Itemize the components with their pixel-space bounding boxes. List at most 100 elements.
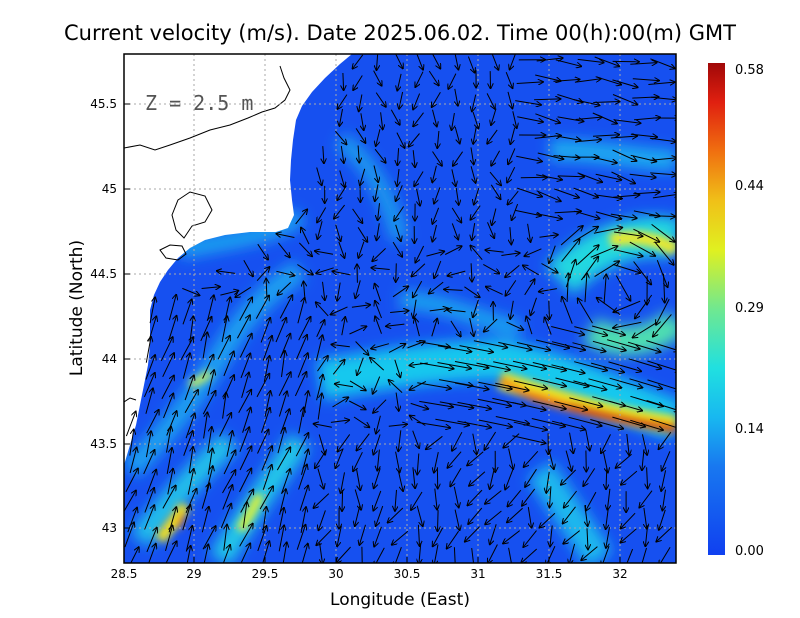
velocity-arrow <box>360 168 366 185</box>
velocity-arrow <box>257 430 269 454</box>
velocity-arrow <box>282 542 286 563</box>
velocity-arrow <box>629 378 663 389</box>
velocity-arrow <box>301 228 310 245</box>
x-tick-label: 29.5 <box>252 567 279 581</box>
velocity-arrow <box>201 507 209 533</box>
velocity-arrow <box>507 507 523 522</box>
plot-frame <box>123 53 677 564</box>
velocity-arrow <box>469 317 474 336</box>
velocity-arrow <box>315 450 327 468</box>
velocity-arrow <box>418 524 419 546</box>
velocity-arrow <box>395 224 401 241</box>
velocity-arrow <box>536 58 563 61</box>
velocity-arrow <box>353 451 363 471</box>
velocity-arrow <box>629 241 655 256</box>
velocity-arrow <box>455 88 458 106</box>
velocity-arrow <box>573 187 598 197</box>
velocity-arrow <box>474 188 480 204</box>
velocity-arrow <box>129 430 134 456</box>
velocity-arrow <box>635 294 653 318</box>
river-outline <box>124 397 137 403</box>
velocity-arrow <box>217 336 230 360</box>
velocity-arrow <box>503 433 520 448</box>
velocity-arrow <box>417 382 451 389</box>
velocity-arrow <box>621 512 636 528</box>
velocity-arrow <box>336 546 351 563</box>
velocity-arrow <box>296 525 305 550</box>
velocity-arrow <box>182 287 199 295</box>
velocity-arrow <box>512 111 517 128</box>
velocity-arrow <box>531 418 565 427</box>
velocity-field <box>124 54 676 563</box>
velocity-arrow <box>454 361 488 368</box>
velocity-arrow <box>630 395 663 406</box>
x-tick-label: 30.5 <box>394 567 421 581</box>
velocity-arrow <box>396 392 399 411</box>
velocity-arrow <box>447 310 466 312</box>
velocity-arrow <box>373 70 382 86</box>
velocity-arrow <box>317 207 327 223</box>
velocity-arrow <box>523 530 537 547</box>
velocity-arrow <box>359 94 362 112</box>
velocity-arrow <box>160 337 172 362</box>
x-tick-label: 29 <box>186 567 201 581</box>
velocity-arrow <box>630 419 663 430</box>
velocity-arrow <box>531 297 537 315</box>
velocity-arrow <box>484 318 498 332</box>
velocity-arrow <box>388 507 404 523</box>
y-tick-label: 45.5 <box>90 97 117 111</box>
velocity-arrow <box>501 253 519 256</box>
velocity-arrow <box>296 335 307 360</box>
velocity-arrow <box>315 251 334 254</box>
velocity-arrow <box>524 279 535 296</box>
velocity-arrow <box>413 93 421 110</box>
velocity-arrow <box>659 509 666 530</box>
velocity-arrow <box>495 382 528 390</box>
velocity-arrow <box>187 469 194 495</box>
velocity-arrow <box>317 356 328 372</box>
velocity-arrow <box>276 270 294 275</box>
velocity-arrow <box>572 342 606 352</box>
velocity-arrow <box>299 486 308 511</box>
velocity-arrow <box>333 271 351 276</box>
velocity-arrow <box>473 299 479 318</box>
velocity-arrow <box>444 289 463 290</box>
velocity-arrow <box>581 546 598 561</box>
velocity-arrow <box>625 548 634 563</box>
velocity-arrow <box>546 472 549 493</box>
velocity-arrow <box>374 547 385 563</box>
velocity-arrow <box>551 364 585 373</box>
velocity-arrow <box>203 413 208 439</box>
velocity-arrow <box>616 453 632 468</box>
velocity-arrow <box>607 488 610 510</box>
velocity-arrow <box>144 505 155 530</box>
velocity-arrow <box>429 281 444 293</box>
velocity-arrow <box>524 450 539 467</box>
velocity-arrow <box>551 341 585 350</box>
velocity-arrow <box>434 187 441 203</box>
velocity-arrow <box>202 332 207 359</box>
velocity-arrow <box>433 527 444 547</box>
velocity-arrow <box>374 526 382 547</box>
velocity-arrow <box>485 250 504 252</box>
velocity-arrow <box>343 72 344 90</box>
velocity-arrow <box>569 397 602 407</box>
x-tick-label: 31 <box>470 567 485 581</box>
y-tick-label: 43 <box>102 521 117 535</box>
velocity-arrow <box>220 504 231 529</box>
velocity-arrow <box>240 543 250 563</box>
velocity-arrow <box>371 343 390 349</box>
velocity-arrow <box>165 526 173 552</box>
velocity-arrow <box>549 300 550 319</box>
velocity-arrow <box>377 449 379 471</box>
velocity-arrow <box>410 380 427 390</box>
velocity-arrow <box>487 222 495 238</box>
velocity-arrow <box>392 286 408 298</box>
colorbar-tick-label: 0.58 <box>735 63 764 78</box>
velocity-arrow <box>585 505 588 526</box>
velocity-arrow <box>515 100 541 105</box>
velocity-arrow <box>522 488 536 506</box>
velocity-arrow <box>604 275 606 304</box>
velocity-arrow <box>145 431 151 458</box>
velocity-arrow <box>125 469 138 493</box>
